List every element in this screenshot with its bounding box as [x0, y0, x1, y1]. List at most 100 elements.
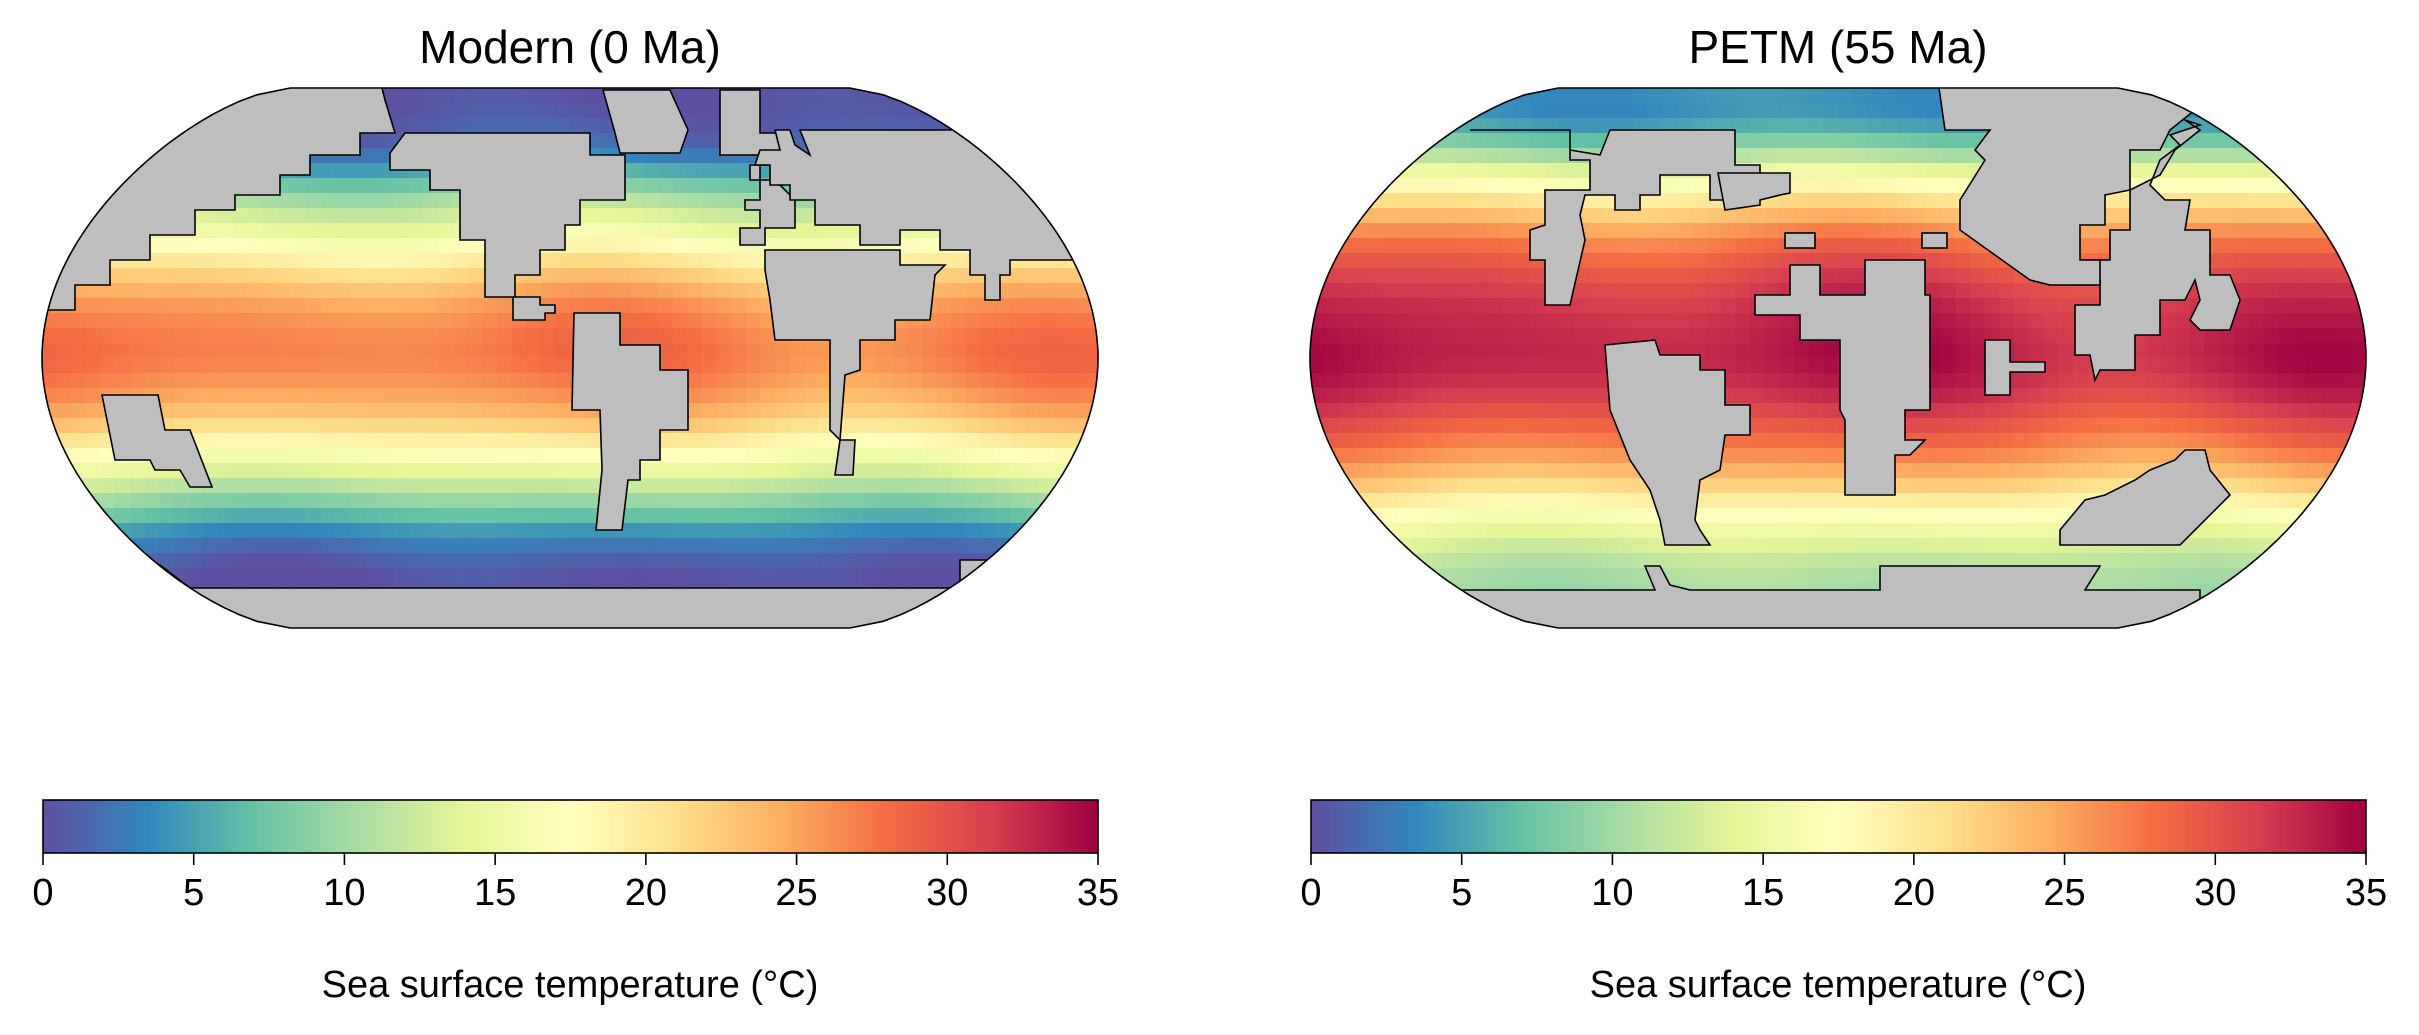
- sst-cell: [760, 103, 776, 119]
- sst-cell: [1383, 178, 1399, 194]
- sst-cell: [672, 253, 688, 269]
- sst-cell: [2058, 373, 2074, 389]
- sst-cell: [1010, 568, 1026, 584]
- sst-cell: [115, 133, 131, 149]
- sst-cell: [628, 193, 644, 209]
- sst-cell: [496, 313, 512, 329]
- sst-cell: [1412, 538, 1428, 554]
- sst-cell: [2278, 373, 2294, 389]
- sst-cell: [995, 118, 1011, 134]
- sst-cell: [482, 403, 498, 419]
- sst-cell: [584, 103, 600, 119]
- sst-cell: [86, 148, 102, 164]
- sst-cell: [1039, 193, 1055, 209]
- sst-cell: [2263, 478, 2279, 494]
- sst-cell: [790, 493, 806, 509]
- sst-cell: [218, 373, 234, 389]
- sst-cell: [1882, 508, 1898, 524]
- sst-cell: [1039, 583, 1055, 599]
- sst-cell: [922, 403, 938, 419]
- sst-cell: [878, 463, 894, 479]
- sst-cell: [306, 418, 322, 434]
- sst-cell: [1442, 418, 1458, 434]
- sst-cell: [936, 463, 952, 479]
- sst-cell: [1896, 508, 1912, 524]
- sst-cell: [966, 418, 982, 434]
- sst-cell: [130, 463, 146, 479]
- sst-cell: [1412, 478, 1428, 494]
- sst-cell: [1706, 523, 1722, 539]
- sst-cell: [2146, 568, 2162, 584]
- sst-cell: [438, 463, 454, 479]
- sst-cell: [1823, 223, 1839, 239]
- sst-cell: [1720, 328, 1736, 344]
- sst-cell: [1867, 553, 1883, 569]
- sst-cell: [848, 553, 864, 569]
- sst-cell: [863, 88, 879, 104]
- sst-cell: [262, 388, 278, 404]
- sst-cell: [1706, 508, 1722, 524]
- sst-cell: [1412, 493, 1428, 509]
- sst-cell: [1999, 493, 2015, 509]
- sst-cell: [1632, 298, 1648, 314]
- sst-cell: [2292, 403, 2308, 419]
- sst-cell: [1823, 403, 1839, 419]
- sst-cell: [2351, 358, 2366, 374]
- sst-cell: [86, 568, 102, 584]
- sst-cell: [350, 208, 366, 224]
- sst-cell: [1383, 253, 1399, 269]
- sst-cell: [218, 223, 234, 239]
- sst-cell: [1500, 223, 1516, 239]
- sst-cell: [1083, 538, 1098, 554]
- sst-cell: [1794, 568, 1810, 584]
- sst-cell: [1618, 238, 1634, 254]
- sst-cell: [394, 88, 410, 104]
- sst-cell: [2204, 178, 2220, 194]
- sst-cell: [526, 328, 542, 344]
- sst-cell: [100, 373, 116, 389]
- sst-cell: [394, 463, 410, 479]
- sst-cell: [1588, 133, 1604, 149]
- sst-cell: [1354, 463, 1370, 479]
- sst-cell: [790, 448, 806, 464]
- sst-cell: [262, 343, 278, 359]
- sst-cell: [658, 298, 674, 314]
- sst-cell: [760, 448, 776, 464]
- sst-cell: [2043, 508, 2059, 524]
- sst-cell: [1456, 508, 1472, 524]
- sst-cell: [1500, 553, 1516, 569]
- sst-cell: [1383, 388, 1399, 404]
- sst-cell: [379, 343, 395, 359]
- sst-cell: [379, 568, 395, 584]
- sst-cell: [584, 463, 600, 479]
- sst-cell: [995, 103, 1011, 119]
- sst-cell: [408, 553, 424, 569]
- sst-cell: [1632, 568, 1648, 584]
- sst-cell: [1926, 418, 1942, 434]
- sst-cell: [2248, 313, 2264, 329]
- sst-cell: [1339, 253, 1355, 269]
- sst-cell: [1984, 283, 2000, 299]
- sst-cell: [1024, 478, 1040, 494]
- sst-cell: [2336, 103, 2352, 119]
- sst-cell: [100, 343, 116, 359]
- sst-cell: [1398, 133, 1414, 149]
- sst-cell: [496, 88, 512, 104]
- sst-cell: [555, 328, 571, 344]
- sst-cell: [790, 88, 806, 104]
- sst-cell: [892, 553, 908, 569]
- sst-cell: [834, 88, 850, 104]
- sst-cell: [1530, 568, 1546, 584]
- sst-cell: [2278, 343, 2294, 359]
- sst-cell: [1354, 133, 1370, 149]
- sst-cell: [1339, 118, 1355, 134]
- sst-cell: [1456, 163, 1472, 179]
- sst-cell: [232, 268, 248, 284]
- sst-cell: [819, 463, 835, 479]
- sst-cell: [1412, 568, 1428, 584]
- sst-cell: [2219, 148, 2235, 164]
- sst-cell: [1324, 538, 1340, 554]
- sst-cell: [980, 343, 996, 359]
- sst-cell: [1970, 523, 1986, 539]
